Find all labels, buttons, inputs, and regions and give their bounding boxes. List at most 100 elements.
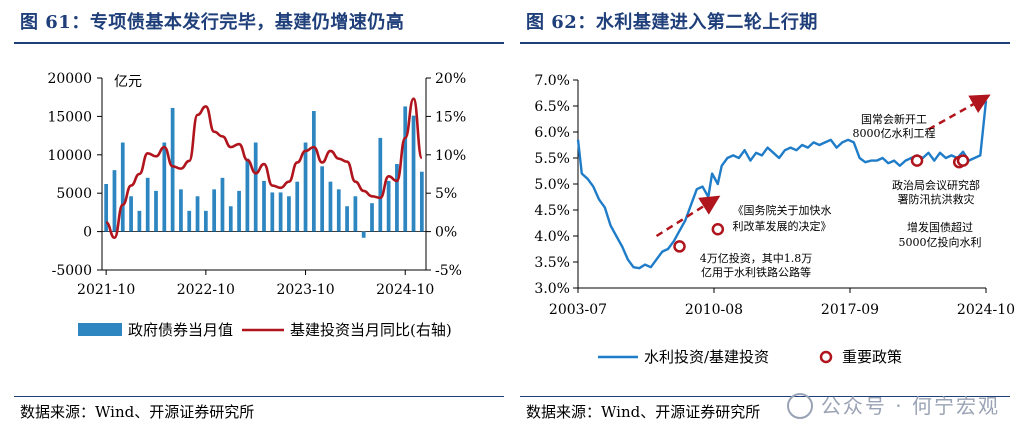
- right-title-rule: [520, 42, 1010, 44]
- legend-line-label: 水利投资/基建投资: [644, 348, 769, 366]
- right-chart-svg: 3.0% 3.5% 4.0% 4.5% 5.0% 5.5% 6.0% 6.5% 7.0% 2003…: [534, 73, 1015, 366]
- bar: [386, 180, 391, 232]
- left-source-note: 数据来源：Wind、开源证券研究所: [20, 403, 255, 421]
- bar: [419, 171, 424, 232]
- annotation-bond-line-1: 增发国债超过: [907, 220, 973, 234]
- bar: [403, 106, 408, 232]
- legend-marker-swatch: [819, 350, 833, 364]
- bar: [245, 158, 250, 232]
- y-tick-label: 6.0%: [534, 125, 570, 141]
- y2-tick-label: 15%: [435, 109, 466, 125]
- x-tick-label: 2003-07: [549, 302, 607, 318]
- bar: [378, 137, 383, 232]
- right-bottom-rule: [520, 396, 1010, 397]
- annotation-state-council-decision-line-2: 利改革发展的决定》: [733, 219, 832, 233]
- y-tick-label: 5.5%: [534, 151, 570, 167]
- wechat-public-account-icon: [786, 392, 813, 419]
- policy-marker: [956, 154, 970, 167]
- policy-marker: [910, 154, 924, 167]
- bar: [345, 206, 349, 232]
- y2-tick-label: 10%: [435, 148, 466, 164]
- legend-bar-label: 政府债券当月值: [128, 321, 233, 339]
- bar: [395, 164, 399, 232]
- annotation-stimulus-line-1: 4万亿投资，其中1.8万: [700, 251, 813, 265]
- bar: [287, 196, 291, 232]
- y2-tick-label: 5%: [435, 186, 457, 202]
- y-tick-label: 15000: [47, 109, 92, 125]
- bar: [187, 210, 192, 232]
- right-source-note: 数据来源：Wind、开源证券研究所: [526, 403, 761, 421]
- legend-marker-label: 重要政策: [842, 348, 902, 366]
- bar: [104, 183, 109, 232]
- bar: [195, 196, 200, 232]
- y-tick-label: 3.5%: [534, 255, 570, 271]
- annotation-politburo-line-2: 署防汛抗洪救灾: [898, 192, 975, 206]
- left-chart-title: 图 61：专项债基本发行完毕，基建仍增速仍高: [20, 12, 405, 33]
- bar: [411, 115, 416, 232]
- bar: [154, 190, 158, 232]
- legend-line-label: 基建投资当月同比(右轴): [290, 321, 452, 339]
- left-bottom-rule: [14, 396, 504, 397]
- bar: [162, 142, 167, 232]
- annotation-state-council-line-1: 国常会新开工: [861, 112, 927, 126]
- bar: [336, 189, 341, 232]
- y-tick-label: 4.5%: [534, 203, 570, 219]
- annotation-stimulus-line-2: 亿用于水利铁路公路等: [701, 265, 811, 279]
- legend-bar-swatch: [78, 323, 122, 336]
- policy-marker: [673, 240, 686, 253]
- trend-arrow-second: [927, 94, 991, 131]
- bar: [361, 231, 366, 238]
- bar: [262, 180, 266, 232]
- y-tick-label: 0: [83, 225, 92, 241]
- bar: [353, 196, 358, 232]
- y-tick-label: 3.0%: [534, 281, 570, 297]
- bar: [129, 196, 133, 232]
- bar: [179, 189, 183, 232]
- annotation-state-council-decision-line-1: 《国务院关于加快水: [733, 203, 832, 217]
- bar: [220, 177, 225, 232]
- bar: [212, 189, 217, 232]
- bar: [203, 210, 208, 232]
- x-tick-label: 2023-10: [276, 282, 334, 298]
- right-chart-panel: 图 62：水利基建进入第二轮上行期 3.0% 3.5% 4.0% 4.5% 5.0% 5.…: [520, 0, 1015, 444]
- left-title-rule: [14, 42, 504, 44]
- annotation-bond-line-2: 5000亿投向水利: [899, 235, 982, 249]
- y-tick-label: 5000: [56, 186, 92, 202]
- bar: [253, 142, 258, 232]
- annotation-politburo-line-1: 政治局会议研究部: [892, 178, 980, 192]
- policy-marker: [711, 222, 725, 236]
- bar: [311, 111, 316, 232]
- bar: [120, 142, 125, 232]
- x-tick-label: 2022-10: [177, 282, 235, 298]
- bar: [295, 181, 300, 232]
- x-tick-label: 2010-08: [685, 302, 743, 318]
- bar: [278, 192, 283, 232]
- bar: [137, 210, 142, 232]
- bar: [270, 192, 275, 232]
- left-chart-svg: -5000 0 5000 10000 15000 20000 -5% 0% 5% 10% 15% 20…: [47, 71, 466, 339]
- y-tick-label: 5.0%: [534, 177, 570, 193]
- y2-tick-label: 20%: [435, 71, 466, 87]
- y-tick-label: 6.5%: [534, 99, 570, 115]
- bar: [237, 190, 241, 232]
- x-tick-label: 2024-10: [376, 282, 434, 298]
- y2-tick-label: 0%: [435, 225, 457, 241]
- y-tick-label: 4.0%: [534, 229, 570, 245]
- annotation-state-council-line-2: 8000亿水利工程: [853, 127, 936, 140]
- left-chart-panel: 图 61：专项债基本发行完毕，基建仍增速仍高 -5000 0 5000 10000 15…: [14, 0, 504, 444]
- bar: [320, 166, 325, 232]
- right-chart-title: 图 62：水利基建进入第二轮上行期: [526, 12, 818, 33]
- x-tick-label: 2024-10: [957, 302, 1015, 318]
- bar: [170, 107, 175, 232]
- unit-label: 亿元: [114, 74, 142, 90]
- y-tick-label: 10000: [47, 148, 92, 164]
- watermark: 公众号 · 何宁宏观: [786, 390, 1000, 421]
- bar: [303, 142, 308, 232]
- yoy-line: [105, 97, 424, 240]
- y-tick-label: 7.0%: [534, 73, 570, 89]
- bar: [228, 206, 233, 232]
- y-tick-label: -5000: [52, 263, 92, 279]
- bar: [145, 177, 150, 232]
- x-tick-label: 2017-09: [821, 302, 879, 318]
- y2-tick-label: -5%: [435, 263, 462, 279]
